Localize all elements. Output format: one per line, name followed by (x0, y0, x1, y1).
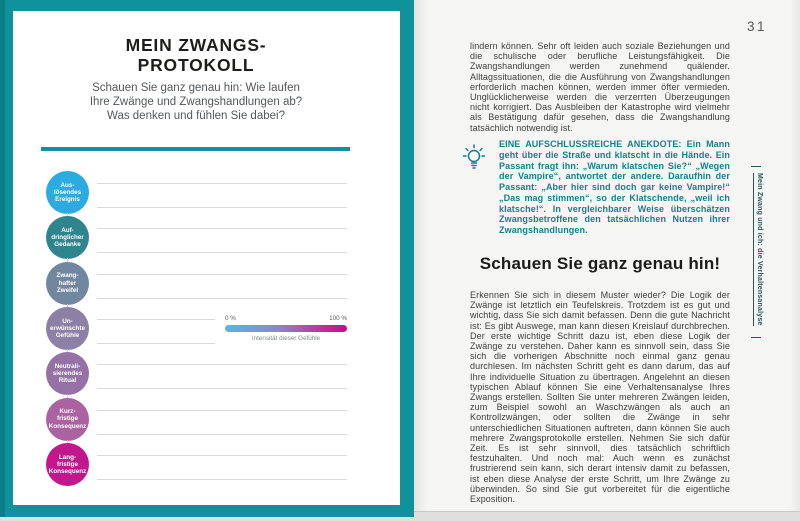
lightbulb-icon (460, 139, 492, 177)
left-page: MEIN ZWANGS- PROTOKOLL Schauen Sie ganz … (0, 0, 414, 517)
writing-line (97, 228, 347, 230)
writing-line (97, 409, 347, 411)
step-badge-ausloesendes-ereignis: Aus- lösendes Ereignis (46, 171, 89, 214)
protocol-row: Neutrali- sierendes Ritual (13, 352, 400, 400)
step-badge-langfristige-konsequenz: Lang- fristige Konsequenz (46, 442, 89, 486)
writing-line (97, 273, 347, 275)
writing-line (97, 364, 347, 366)
writing-line (97, 297, 347, 299)
protocol-row: Kurz- fristige Konsequenz (13, 397, 400, 445)
step-badge-label: Zwang- hafter Zweifel (56, 272, 79, 294)
writing-line (97, 342, 215, 344)
step-badge-unerwuenschte-gefuehle: Un- erwünschte Gefühle (46, 306, 89, 350)
page-number: 31 (746, 19, 768, 34)
protocol-row: Un- erwünschte Gefühle 0 % 100 % Intensi… (13, 306, 400, 354)
protocol-row: Aus- lösendes Ereignis (13, 171, 400, 218)
intensity-gradient-bar (225, 324, 347, 332)
paragraph: lindern können. Sehr oft leiden auch soz… (470, 41, 730, 133)
anecdote-body: Ein Mann geht über die Straße und klatsc… (499, 139, 730, 235)
paragraph: Erkennen Sie sich in diesem Muster wiede… (470, 290, 730, 505)
scale-min-label: 0 % (225, 314, 236, 322)
chapter-side-tab: Mein Zwang und ich: die Verhaltensanalys… (751, 166, 763, 338)
page-subtitle: Schauen Sie ganz genau hin: Wie laufen I… (89, 82, 303, 122)
step-badge-label: Aus- lösendes Ereignis (53, 181, 82, 204)
section-heading: Schauen Sie ganz genau hin! (479, 254, 721, 273)
protocol-row: Lang- fristige Konsequenz (13, 442, 400, 487)
writing-line (97, 318, 215, 320)
anecdote-label: EINE AUFSCHLUSSREICHE ANEKDOTE: (499, 139, 682, 149)
page-title: MEIN ZWANGS- PROTOKOLL (125, 35, 267, 75)
worksheet-panel: MEIN ZWANGS- PROTOKOLL Schauen Sie ganz … (13, 11, 400, 505)
anecdote-text: EINE AUFSCHLUSSREICHE ANEKDOTE: Ein Mann… (499, 139, 730, 236)
anecdote-box: EINE AUFSCHLUSSREICHE ANEKDOTE: Ein Mann… (460, 139, 732, 236)
step-badge-neutralisierendes-ritual: Neutrali- sierendes Ritual (46, 352, 89, 396)
scale-max-label: 100 % (329, 314, 347, 322)
writing-line (97, 207, 347, 208)
step-badge-kurzfristige-konsequenz: Kurz- fristige Konsequenz (46, 397, 89, 441)
divider-rule (41, 147, 350, 151)
step-badge-label: Neutrali- sierendes Ritual (52, 362, 83, 385)
step-badge-label: Kurz- fristige Konsequenz (48, 408, 87, 430)
step-badge-aufdringlicher-gedanke: Auf- dringlicher Gedanke (46, 216, 89, 260)
step-badge-label: Auf- dringlicher Gedanke (51, 226, 84, 249)
right-page: 31 lindern können. Sehr oft leiden auch … (414, 0, 800, 512)
protocol-row: Auf- dringlicher Gedanke (13, 216, 400, 264)
step-badge-label: Lang- fristige Konsequenz (48, 453, 87, 476)
writing-line (97, 252, 347, 254)
protocol-row: Zwang- hafter Zweifel (13, 261, 400, 309)
chapter-side-tab-label: Mein Zwang und ich: die Verhaltensanalys… (753, 173, 763, 326)
writing-line (97, 433, 347, 435)
writing-line (97, 454, 347, 456)
writing-line (97, 478, 347, 480)
scale-caption: Intensität dieser Gefühle (251, 334, 321, 342)
step-badge-label: Un- erwünschte Gefühle (50, 317, 85, 340)
writing-line (97, 388, 347, 390)
intensity-scale: 0 % 100 % Intensität dieser Gefühle (225, 315, 347, 342)
writing-line (97, 183, 347, 184)
step-badge-zwanghafter-zweifel: Zwang- hafter Zweifel (46, 261, 89, 305)
